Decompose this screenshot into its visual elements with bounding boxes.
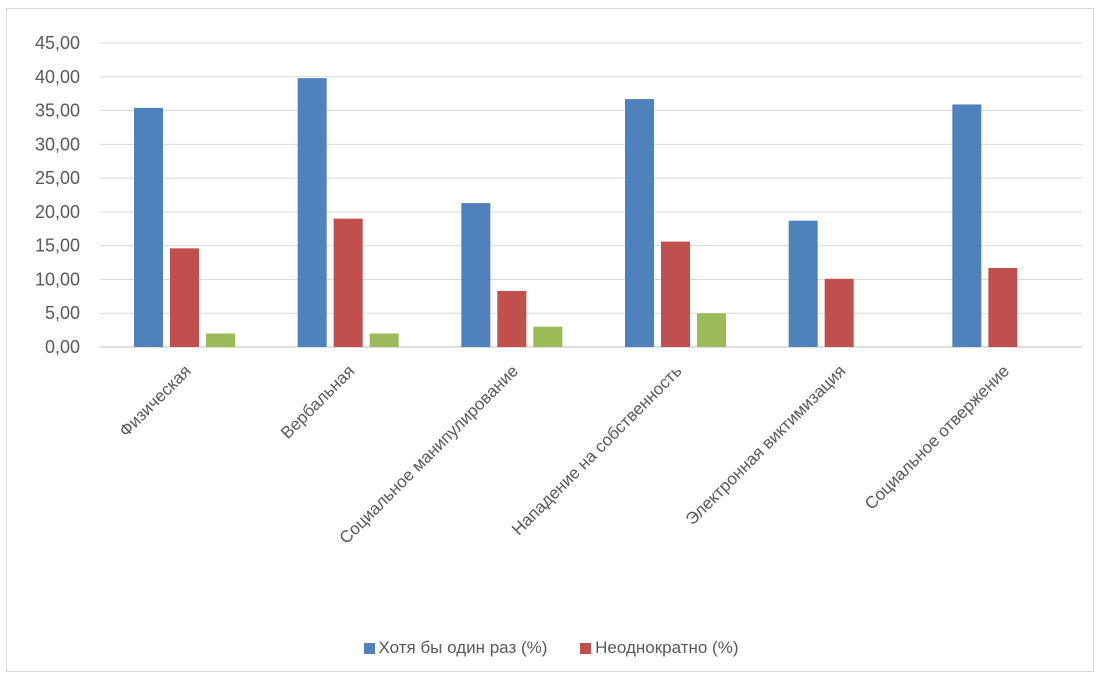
- bar-series-2: [661, 241, 690, 347]
- bar-series-2: [497, 290, 527, 347]
- legend-label-1: Хотя бы один раз (%): [378, 638, 548, 657]
- y-tick-label: 30,00: [35, 134, 80, 154]
- bar-chart: 0,00 5,00 10,00 15,00 20,00 25,00 30,00 35,00 40…: [35, 33, 1082, 548]
- x-category-label: Вербальная: [277, 361, 358, 442]
- bar-series-1: [952, 104, 982, 347]
- y-tick-label: 0,00: [45, 337, 80, 357]
- y-tick-label: 15,00: [35, 236, 80, 256]
- legend: Хотя бы один раз (%) Неоднократно (%): [0, 638, 1102, 658]
- y-tick-label: 10,00: [35, 269, 80, 289]
- x-category-label: Электронная виктимизация: [682, 361, 849, 528]
- y-tick-label: 5,00: [45, 303, 80, 323]
- bar-series-1: [625, 99, 654, 348]
- y-tick-label: 20,00: [35, 202, 80, 222]
- gridlines: [100, 42, 1082, 348]
- bar-series-2: [824, 278, 854, 347]
- x-category-label: Социальное манипулирование: [336, 361, 522, 547]
- bar-series-1: [788, 220, 818, 347]
- y-tick-label: 45,00: [35, 33, 80, 53]
- bar-series-1: [461, 203, 491, 347]
- y-tick-label: 40,00: [35, 67, 80, 87]
- bar-series-1: [134, 107, 163, 347]
- legend-swatch-2: [580, 643, 592, 654]
- bar-series-3: [369, 333, 399, 347]
- x-category-label: Нападение на собственность: [508, 361, 686, 539]
- x-category-label: Социальное отвержение: [861, 361, 1013, 513]
- bar-series-2: [170, 248, 199, 347]
- bar-series-3: [206, 333, 235, 347]
- legend-item-1: Хотя бы один раз (%): [363, 638, 548, 658]
- bar-series-3: [533, 326, 563, 347]
- legend-swatch-1: [363, 643, 375, 654]
- bar-series-1: [297, 78, 327, 347]
- bar-series-2: [333, 218, 363, 347]
- legend-item-2: Неоднократно (%): [580, 638, 738, 658]
- x-category-label: Физическая: [115, 361, 194, 440]
- y-tick-label: 25,00: [35, 168, 80, 188]
- bar-series-3: [697, 313, 726, 347]
- y-axis-tick-labels: 0,00 5,00 10,00 15,00 20,00 25,00 30,00 35,00 40…: [35, 33, 80, 357]
- bar-series-2: [988, 267, 1018, 347]
- legend-label-2: Неоднократно (%): [595, 638, 739, 657]
- y-tick-label: 35,00: [35, 101, 80, 121]
- bars: [134, 78, 1018, 348]
